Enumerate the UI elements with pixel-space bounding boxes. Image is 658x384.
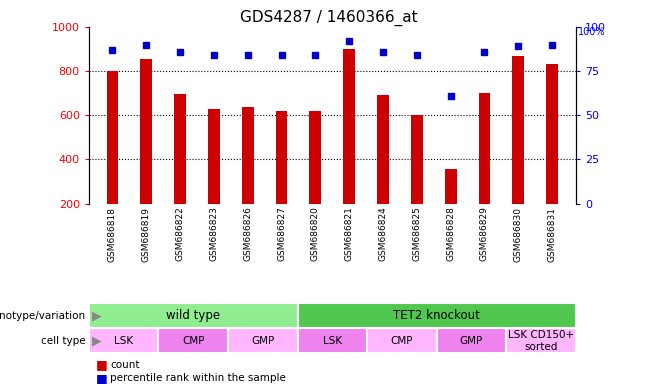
Bar: [513, 56, 524, 204]
Text: LSK: LSK: [322, 336, 342, 346]
Text: GSM686826: GSM686826: [243, 207, 252, 262]
Text: GSM686820: GSM686820: [311, 207, 320, 262]
Text: GSM686821: GSM686821: [345, 207, 354, 262]
Bar: [343, 49, 355, 204]
Bar: [174, 94, 186, 204]
Bar: [140, 59, 152, 204]
Text: CMP: CMP: [391, 336, 413, 346]
Bar: [107, 71, 118, 204]
Bar: [411, 115, 422, 204]
Text: ■: ■: [95, 358, 107, 371]
Bar: [276, 111, 288, 204]
Bar: [89, 328, 159, 353]
Text: count: count: [110, 360, 139, 370]
Text: GSM686819: GSM686819: [142, 207, 151, 262]
Text: GSM686830: GSM686830: [514, 207, 522, 262]
Text: wild type: wild type: [166, 310, 220, 322]
Text: GSM686828: GSM686828: [446, 207, 455, 262]
Text: percentile rank within the sample: percentile rank within the sample: [110, 373, 286, 383]
Text: GSM686818: GSM686818: [108, 207, 117, 262]
Text: GDS4287 / 1460366_at: GDS4287 / 1460366_at: [240, 10, 418, 26]
Bar: [546, 65, 558, 204]
Text: LSK: LSK: [114, 336, 133, 346]
Text: GSM686827: GSM686827: [277, 207, 286, 262]
Text: GMP: GMP: [251, 336, 274, 346]
Bar: [242, 107, 254, 204]
Bar: [437, 328, 506, 353]
Text: cell type: cell type: [41, 336, 86, 346]
Text: GSM686823: GSM686823: [209, 207, 218, 262]
Bar: [377, 95, 389, 204]
Bar: [478, 93, 490, 204]
Text: GSM686829: GSM686829: [480, 207, 489, 262]
Bar: [297, 303, 576, 328]
Bar: [159, 328, 228, 353]
Text: GSM686825: GSM686825: [413, 207, 421, 262]
Text: ▶: ▶: [92, 334, 102, 347]
Bar: [506, 328, 576, 353]
Bar: [89, 303, 297, 328]
Text: CMP: CMP: [182, 336, 205, 346]
Text: ■: ■: [95, 372, 107, 384]
Text: GSM686822: GSM686822: [176, 207, 185, 261]
Text: genotype/variation: genotype/variation: [0, 311, 86, 321]
Bar: [367, 328, 437, 353]
Text: 100%: 100%: [578, 27, 605, 37]
Bar: [228, 328, 297, 353]
Text: GSM686824: GSM686824: [378, 207, 388, 261]
Text: TET2 knockout: TET2 knockout: [393, 310, 480, 322]
Text: ▶: ▶: [92, 310, 102, 322]
Bar: [445, 169, 457, 204]
Bar: [208, 109, 220, 204]
Text: GSM686831: GSM686831: [547, 207, 557, 262]
Bar: [309, 111, 321, 204]
Text: GMP: GMP: [460, 336, 483, 346]
Text: LSK CD150+
sorted: LSK CD150+ sorted: [508, 330, 574, 352]
Bar: [297, 328, 367, 353]
